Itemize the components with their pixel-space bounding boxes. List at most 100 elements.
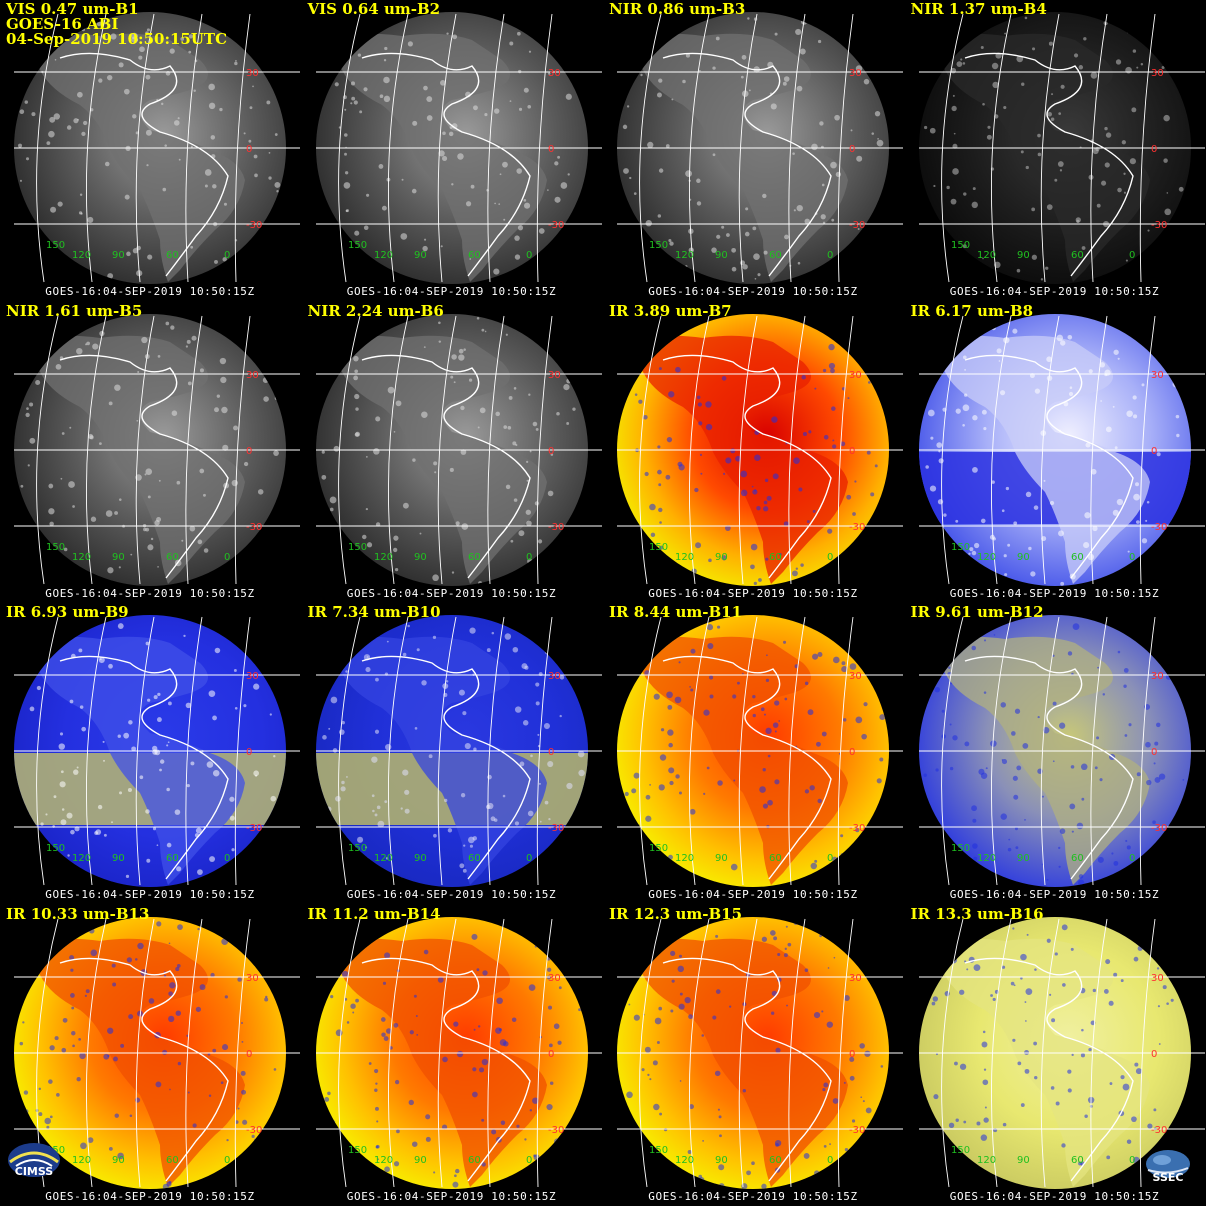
latitude-label: 30 [1151,671,1164,682]
longitude-label: 0 [526,853,532,864]
longitude-label: 90 [112,250,125,261]
longitude-label: 0 [224,853,230,864]
band-label: NIR 1.61 um-B5 [6,301,143,320]
latitude-label: 0 [849,1049,855,1060]
latitude-label: -30 [849,823,865,834]
longitude-label: 90 [715,250,728,261]
longitude-label: 0 [827,853,833,864]
band-panel: 30 0 -30 150 120 90 60 0 IR 13.3 um-B16 GOES-16:0… [904,904,1205,1205]
latitude-label: 0 [1151,446,1157,457]
latitude-label: -30 [246,522,262,533]
band-label: NIR 1.37 um-B4 [910,0,1047,18]
band-label: NIR 0.86 um-B3 [609,0,746,18]
longitude-label: 60 [166,552,179,563]
band-title: IR 11.2 um-B14 [307,904,441,923]
longitude-label: 150 [348,542,367,553]
latitude-label: 30 [548,973,561,984]
band-label: IR 10.33 um-B13 [6,904,150,923]
band-title: NIR 1.61 um-B5 [6,301,143,320]
longitude-label: 90 [414,250,427,261]
longitude-label: 150 [46,240,65,251]
earth-disk-image: 30 0 -30 150 120 90 60 0 [14,12,300,284]
latitude-label: 30 [548,671,561,682]
panel-footer-timestamp: GOES-16:04-SEP-2019 10:50:15Z [346,1189,557,1203]
cimss-globe-icon [8,1143,60,1177]
band-label: IR 7.34 um-B10 [307,603,441,621]
panel-footer-timestamp: GOES-16:04-SEP-2019 10:50:15Z [45,285,255,298]
latitude-label: -30 [548,522,564,533]
latitude-label: 0 [849,446,855,457]
longitude-label: 120 [374,552,393,563]
band-title: NIR 2.24 um-B6 [308,303,444,319]
longitude-label: 90 [112,552,125,563]
longitude-label: 150 [951,1145,970,1156]
earth-disk-image: 30 0 -30 150 120 90 60 0 [315,615,602,887]
longitude-label: 90 [414,552,427,563]
longitude-label: 60 [166,1155,179,1166]
longitude-label: 0 [224,250,230,261]
longitude-label: 60 [1071,552,1084,563]
latitude-label: -30 [548,220,564,231]
longitude-label: 120 [977,250,996,261]
panel-footer-timestamp: GOES-16:04-SEP-2019 10:50:15Z [346,285,557,298]
latitude-label: 0 [246,747,252,758]
band-label: IR 9.61 um-B12 [910,603,1044,621]
longitude-label: 0 [827,552,833,563]
longitude-label: 120 [675,552,694,563]
latitude-label: 30 [246,370,259,381]
panel-footer-timestamp: GOES-16:04-SEP-2019 10:50:15Z [949,586,1160,600]
band-title: IR 10.33 um-B13 [6,904,150,923]
longitude-label: 60 [468,250,481,261]
longitude-label: 150 [649,843,668,854]
latlon-grid [315,315,602,584]
longitude-label: 90 [715,853,728,864]
earth-disk-image: 30 0 -30 150 120 90 60 0 [918,12,1205,284]
longitude-label: 150 [46,542,65,553]
longitude-label: 150 [348,843,367,854]
longitude-label: 150 [649,1145,668,1156]
longitude-label: 150 [951,542,970,553]
ssec-globe-icon [1146,1150,1190,1178]
latitude-label: 0 [246,446,252,457]
band-title: NIR 1.37 um-B4 [911,2,1047,17]
latitude-label: 30 [849,68,862,79]
panel-footer-timestamp: GOES-16:04-SEP-2019 10:50:15Z [45,1189,255,1203]
latitude-label: 30 [1151,973,1164,984]
earth-disk-image: 30 0 -30 150 120 90 60 0 [918,916,1205,1189]
longitude-label: 90 [414,853,427,864]
longitude-label: 150 [649,542,668,553]
band-title: IR 9.61 um-B12 [911,605,1044,620]
band-panel: 30 0 -30 150 120 90 60 0 IR 3.89 um-B7 GOES-16:04… [603,301,903,602]
panel-footer-timestamp: GOES-16:04-SEP-2019 10:50:15Z [45,586,255,600]
latitude-label: -30 [1151,823,1167,834]
latitude-label: -30 [849,522,865,533]
latitude-label: -30 [1151,522,1167,533]
longitude-label: 0 [827,250,833,261]
latitude-label: 0 [548,747,554,758]
longitude-label: 90 [112,1155,125,1166]
band-label: IR 11.2 um-B14 [307,904,441,923]
earth-disk-image: 30 0 -30 150 120 90 60 0 [14,313,300,586]
latitude-label: 0 [849,747,855,758]
ssec-logo: SSEC [1140,1146,1196,1186]
longitude-label: 120 [675,853,694,864]
band-panel: 30 0 -30 150 120 90 60 0 IR 8.44 um-B11 GOES-16:0… [603,603,903,903]
longitude-label: 0 [1129,552,1135,563]
earth-disk-image: 30 0 -30 150 120 90 60 0 [918,313,1205,586]
band-title: IR 6.93 um-B9 [6,605,129,620]
band-title: IR 7.34 um-B10 [308,605,441,620]
longitude-label: 90 [414,1155,427,1166]
band-panel: 30 0 -30 150 120 90 60 0 NIR 1.61 um-B5 GOES-16:0… [0,301,300,602]
longitude-label: 150 [348,1145,367,1156]
longitude-label: 60 [166,853,179,864]
latlon-grid [14,918,300,1187]
panel-footer-timestamp: GOES-16:04-SEP-2019 10:50:15Z [45,888,255,901]
band-title: VIS 0.64 um-B2 [308,2,441,17]
band-panel: 30 0 -30 150 120 90 60 0 IR 7.34 um-B10 GOES-16:0… [301,603,602,903]
band-title: NIR 0.86 um-B3 [609,2,745,17]
longitude-label: 60 [769,552,782,563]
longitude-label: 90 [1017,1155,1030,1166]
latlon-grid [918,13,1205,283]
latitude-label: 30 [246,68,259,79]
longitude-label: 90 [715,552,728,563]
